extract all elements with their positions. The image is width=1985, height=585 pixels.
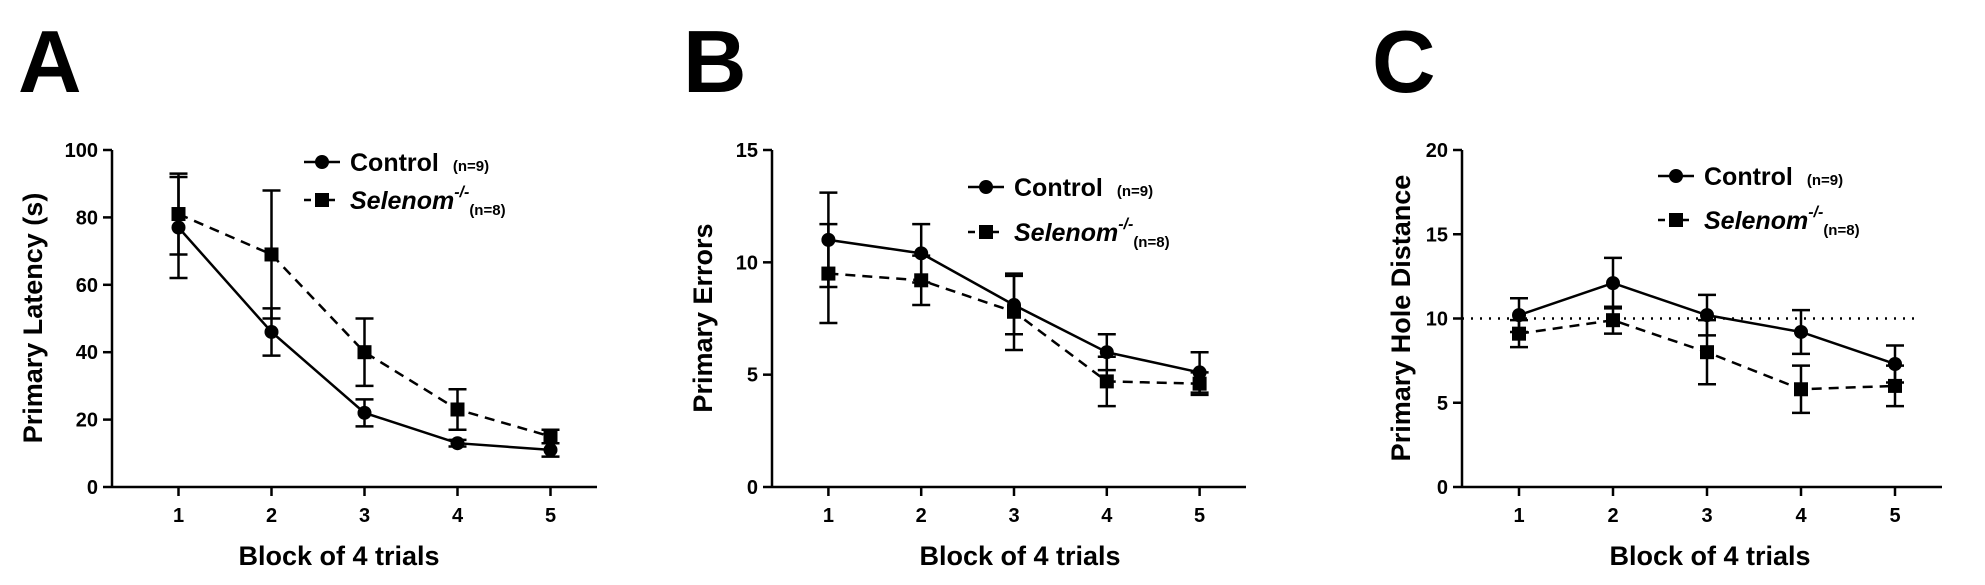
x-tick-label: 3 — [359, 505, 370, 527]
series-control — [819, 191, 1209, 394]
data-point-circle — [1606, 276, 1620, 291]
series-line — [178, 212, 551, 438]
x-tick-label: 4 — [1101, 505, 1113, 527]
y-tick-label: 0 — [87, 477, 98, 499]
x-tick-label: 3 — [1008, 505, 1019, 527]
data-point-circle — [1700, 308, 1714, 323]
legend-marker-square — [315, 193, 329, 207]
x-tick-label: 1 — [823, 505, 834, 527]
legend-marker-circle — [315, 155, 329, 169]
y-tick-label: 5 — [1437, 393, 1448, 415]
panel-b: B 0 5 10 15 1 2 3 4 5 Block of 4 trials Primary Err… — [683, 12, 1246, 571]
legend-label-selenom: Selenom-/-(n=8) — [350, 184, 506, 219]
legend-marker-circle — [1669, 169, 1683, 183]
data-point-circle — [450, 436, 465, 451]
data-point-circle — [264, 324, 279, 339]
y-axis-title: Primary Errors — [688, 223, 718, 412]
legend-marker-square — [979, 225, 993, 239]
data-point-circle — [357, 405, 372, 420]
data-point-circle — [821, 232, 836, 247]
y-tick-label: 100 — [65, 140, 98, 162]
panel-letter: A — [18, 12, 82, 111]
y-tick-label: 0 — [1437, 477, 1448, 499]
x-tick-label: 4 — [1795, 505, 1807, 527]
y-tick-label: 80 — [76, 207, 98, 229]
legend: Control (n=9) Selenom-/-(n=8) — [968, 174, 1170, 251]
legend-label-selenom: Selenom-/-(n=8) — [1704, 204, 1860, 239]
data-point-circle — [1099, 345, 1114, 360]
y-tick-label: 10 — [1426, 309, 1448, 331]
y-tick-label: 0 — [747, 477, 758, 499]
legend-label-control: Control (n=9) — [1014, 174, 1153, 202]
x-axis-title: Block of 4 trials — [919, 541, 1120, 571]
y-tick-label: 20 — [1426, 140, 1448, 162]
data-point-square — [357, 345, 372, 360]
x-tick-label: 1 — [173, 505, 184, 527]
x-tick-label: 4 — [452, 505, 464, 527]
x-tick-label: 2 — [266, 505, 277, 527]
y-tick-label: 40 — [76, 342, 98, 364]
data-point-circle — [1888, 356, 1902, 371]
panel-c: C 0 5 10 15 20 1 2 3 4 5 Block of 4 trials Primary H… — [1372, 12, 1942, 571]
y-tick-label: 5 — [747, 365, 758, 387]
y-tick-label: 20 — [76, 410, 98, 432]
data-point-circle — [171, 220, 186, 235]
legend-marker-circle — [979, 180, 993, 194]
series-control — [1510, 256, 1904, 384]
legend: Control (n=9) Selenom-/-(n=8) — [304, 149, 506, 219]
series-selenom — [1510, 305, 1904, 415]
x-tick-label: 2 — [1607, 505, 1618, 527]
x-tick-label: 5 — [1889, 505, 1900, 527]
data-point-square — [1606, 313, 1620, 328]
series-control — [169, 175, 560, 458]
x-axis-title: Block of 4 trials — [238, 541, 439, 571]
data-point-square — [450, 402, 465, 417]
legend-label-selenom: Selenom-/-(n=8) — [1014, 216, 1170, 251]
y-axis-title: Primary Hole Distance — [1386, 175, 1416, 462]
x-tick-label: 5 — [545, 505, 556, 527]
y-tick-label: 15 — [736, 140, 758, 162]
panel-letter: B — [683, 12, 747, 111]
x-tick-label: 3 — [1701, 505, 1712, 527]
data-point-circle — [1512, 308, 1526, 323]
data-point-square — [543, 429, 558, 444]
y-tick-label: 10 — [736, 252, 758, 274]
panel-a: A 0 20 40 60 80 100 1 2 3 4 5 Block of 4 trials Prima… — [18, 12, 597, 571]
data-point-square — [264, 247, 279, 262]
data-point-square — [1512, 326, 1526, 341]
x-tick-label: 2 — [916, 505, 927, 527]
panel-letter: C — [1372, 12, 1436, 111]
legend-label-control: Control (n=9) — [1704, 163, 1843, 191]
legend-marker-square — [1669, 213, 1683, 227]
data-point-square — [1099, 374, 1114, 389]
data-point-circle — [1794, 324, 1808, 339]
data-point-circle — [914, 246, 929, 261]
data-point-circle — [543, 442, 558, 457]
y-tick-label: 15 — [1426, 224, 1448, 246]
data-point-circle — [1192, 365, 1207, 380]
x-tick-label: 1 — [1513, 505, 1524, 527]
data-point-square — [1794, 382, 1808, 397]
y-axis-title: Primary Latency (s) — [18, 193, 48, 444]
data-point-square — [1700, 345, 1714, 360]
legend-label-control: Control (n=9) — [350, 149, 489, 177]
y-tick-label: 60 — [76, 275, 98, 297]
x-axis-title: Block of 4 trials — [1609, 541, 1810, 571]
data-point-circle — [1007, 298, 1021, 313]
legend: Control (n=9) Selenom-/-(n=8) — [1658, 163, 1860, 239]
x-tick-label: 5 — [1194, 505, 1205, 527]
